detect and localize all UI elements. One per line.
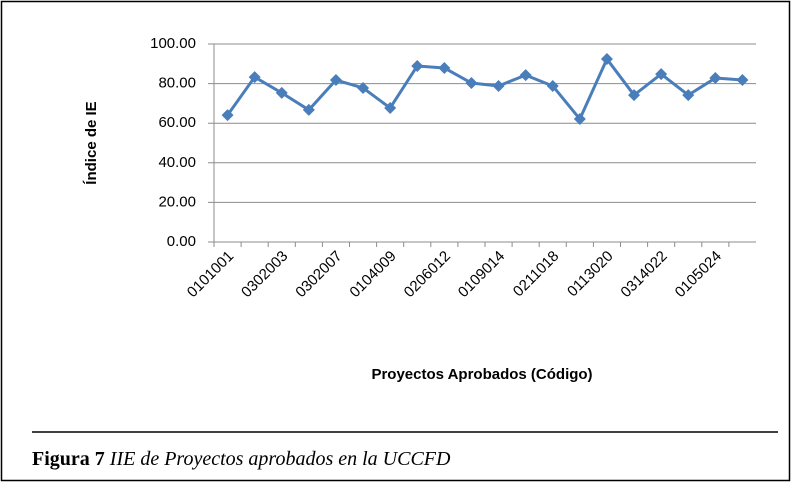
marker [600,53,613,66]
x-tick-label: 0109014 [455,248,508,301]
marker [275,86,288,99]
caption-text: IIE de Proyectos aprobados en la UCCFD [109,448,451,470]
y-tick-label: 60.00 [158,114,196,131]
y-tick-label: 100.00 [150,35,196,52]
y-tick-label: 40.00 [158,154,196,171]
x-tick-label: 0105024 [672,248,725,301]
marker [248,71,261,84]
marker [736,74,749,87]
x-tick-label: 0211018 [510,248,563,301]
marker [465,77,478,90]
x-tick-label: 0104009 [346,248,399,301]
marker [682,89,695,102]
x-tick-label: 0302007 [292,248,345,301]
y-tick-label: 0.00 [167,233,196,250]
marker [329,74,342,87]
series-line [226,57,743,121]
marker [546,79,559,92]
x-tick-label: 0302003 [238,248,291,301]
marker [655,68,668,81]
marker [384,101,397,114]
x-tick-label: 0206012 [401,248,454,301]
y-axis-title: Índice de IE [83,101,100,184]
x-tick-label: 0101001 [184,248,237,301]
marker [411,59,424,72]
marker [221,109,234,122]
marker [519,69,532,82]
marker [302,103,315,116]
caption: Figura 7 IIE de Proyectos aprobados en l… [32,448,451,470]
x-tick-label: 0113020 [564,248,617,301]
y-tick-label: 80.00 [158,75,196,92]
marker [357,81,370,94]
marker [438,61,451,74]
caption-label: Figura 7 [32,448,105,470]
x-tick-label: 0314022 [617,248,670,301]
marker [492,79,505,92]
marker [573,113,586,126]
marker [628,89,641,102]
y-tick-label: 20.00 [158,193,196,210]
marker [709,72,722,85]
x-axis-title: Proyectos Aprobados (Código) [371,366,592,383]
